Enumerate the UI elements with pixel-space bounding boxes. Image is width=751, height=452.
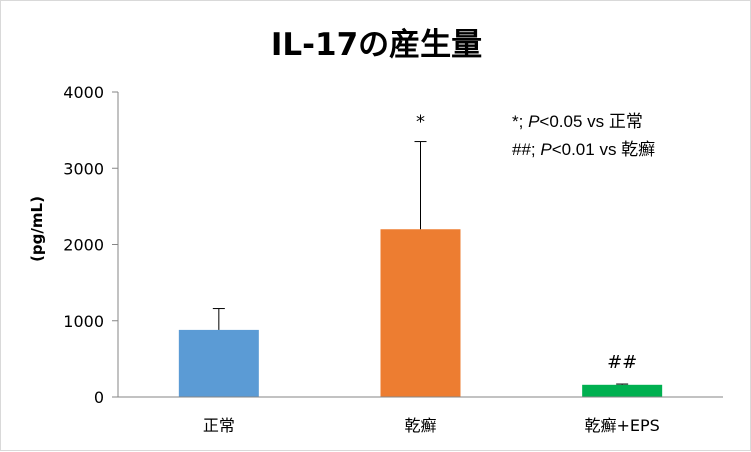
x-tick-label: 乾癬+EPS [585,416,660,435]
y-tick-label: 0 [94,388,104,407]
bar [178,329,259,397]
y-tick-label: 3000 [63,159,104,178]
x-tick-label: 乾癬 [404,416,436,435]
significance-legend: *; P<0.05 vs 正常 ##; P<0.01 vs 乾癬 [512,108,655,164]
significance-note-2: ##; P<0.01 vs 乾癬 [512,140,656,159]
bar [582,384,663,397]
chart-title: IL-17の産生量 [270,27,483,63]
significance-note-1: *; P<0.05 vs 正常 [512,112,643,131]
significance-marker: * [416,112,425,133]
significance-marker: ## [607,352,637,373]
bar [380,229,461,397]
y-tick-label: 4000 [63,83,104,102]
y-tick-label: 2000 [63,236,104,255]
x-tick-label: 正常 [203,416,235,435]
y-tick-label: 1000 [63,312,104,331]
